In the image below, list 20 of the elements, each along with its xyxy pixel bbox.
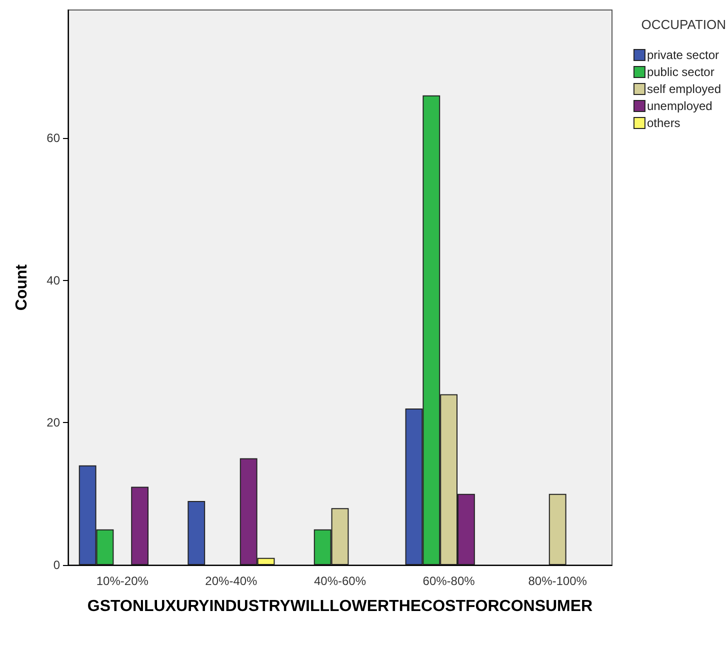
legend-label: unemployed <box>646 99 712 113</box>
y-tick-label: 60 <box>46 131 60 146</box>
x-tick-label: 20%-40% <box>205 574 258 588</box>
x-tick-label: 40%-60% <box>314 574 366 588</box>
y-tick-label: 0 <box>53 558 60 572</box>
y-tick-label: 40 <box>46 273 60 288</box>
y-tick-label: 20 <box>46 416 60 430</box>
bar <box>548 494 566 565</box>
bar <box>188 500 206 565</box>
legend-title: OCCUPATION <box>641 17 726 32</box>
x-axis-title: GSTONLUXURYINDUSTRYWILLLOWERTHECOSTFORCONSUMER <box>87 598 594 615</box>
x-tick-label: 10%-20% <box>96 574 149 588</box>
legend-label: self employed <box>646 82 722 96</box>
legend-label: private sector <box>646 48 719 62</box>
x-tick-label: 60%-80% <box>422 574 476 588</box>
bar <box>131 486 149 565</box>
legend-label: others <box>646 116 680 130</box>
legend-label: public sector <box>646 65 714 79</box>
x-tick-label: 80%-100% <box>528 574 588 588</box>
y-axis-title: Count <box>14 264 30 311</box>
